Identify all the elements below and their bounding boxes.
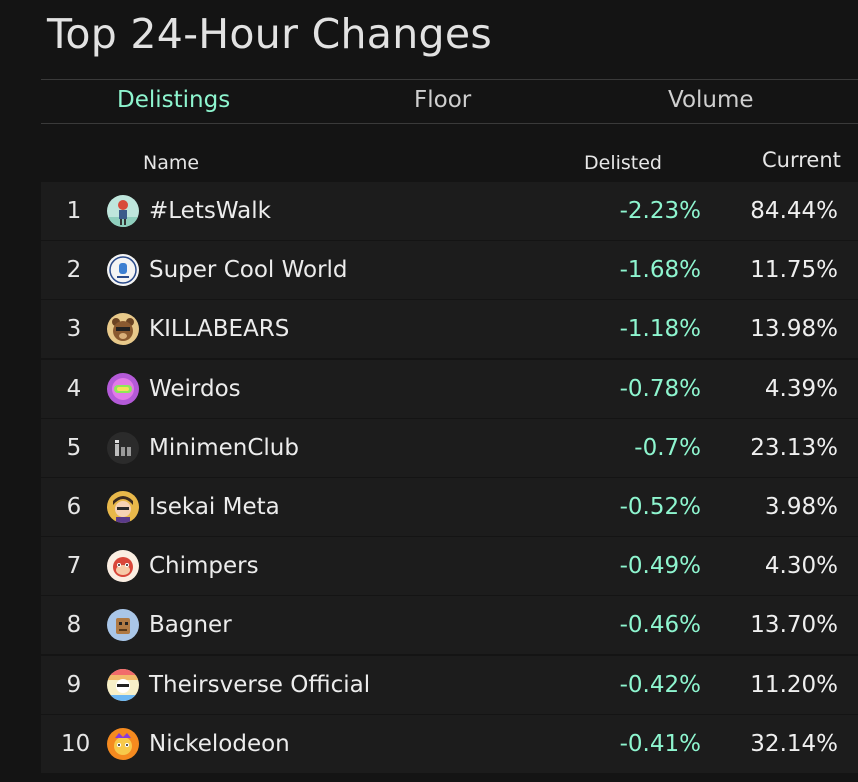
minimenclub-avatar-icon [107,431,139,464]
delisted-change: -0.49% [619,553,701,580]
tab-bar: Delistings Floor Volume [41,79,858,124]
delisted-change: -0.42% [619,671,701,698]
current-value: 3.98% [764,493,838,520]
tab-floor[interactable]: Floor [414,87,472,113]
table-row[interactable]: 8 Bagner -0.46% 13.70% [41,596,858,655]
delisted-change: -0.46% [619,612,701,639]
changes-table: 1 #LetsWalk -2.23% 84.44% 2 Super Cool W… [41,182,858,774]
current-value: 13.70% [750,612,838,639]
table-row[interactable]: 4 Weirdos -0.78% 4.39% [41,359,858,418]
weirdos-avatar-icon [107,372,139,405]
delisted-change: -0.41% [619,730,701,757]
collection-name[interactable]: KILLABEARS [149,316,290,343]
delisted-change: -0.52% [619,493,701,520]
delisted-change: -1.18% [619,316,701,343]
column-header-name[interactable]: Name [143,152,200,174]
row-rank: 1 [66,198,82,224]
super-cool-world-avatar-icon [107,254,139,287]
row-rank: 10 [61,730,91,757]
tab-delistings[interactable]: Delistings [117,87,231,113]
current-value: 11.75% [750,257,838,284]
tab-volume[interactable]: Volume [668,87,754,113]
collection-name[interactable]: Super Cool World [149,257,348,284]
row-rank: 5 [66,434,82,461]
row-rank: 3 [66,316,82,343]
current-value: 11.20% [750,671,838,698]
current-value: 4.39% [764,375,838,402]
column-header-current[interactable]: Current [762,148,841,172]
table-row[interactable]: 6 Isekai Meta -0.52% 3.98% [41,477,858,536]
current-value: 13.98% [750,316,838,343]
nickelodeon-avatar-icon [107,727,139,760]
column-header-delisted[interactable]: Delisted [584,152,662,174]
collection-name[interactable]: MinimenClub [149,434,299,461]
table-row[interactable]: 10 Nickelodeon -0.41% 32.14% [41,714,858,773]
row-rank: 6 [66,493,82,520]
collection-name[interactable]: #LetsWalk [149,198,271,224]
collection-name[interactable]: Bagner [149,612,232,639]
isekai-meta-avatar-icon [107,490,139,523]
table-row[interactable]: 5 MinimenClub -0.7% 23.13% [41,418,858,477]
delisted-change: -0.7% [634,434,701,461]
delisted-change: -0.78% [619,375,701,402]
row-rank: 8 [66,612,82,639]
delisted-change: -1.68% [619,257,701,284]
letswalk-avatar-icon [107,195,139,227]
row-rank: 7 [66,553,82,580]
collection-name[interactable]: Isekai Meta [149,493,280,520]
collection-name[interactable]: Theirsverse Official [149,671,371,698]
current-value: 84.44% [750,198,838,224]
current-value: 4.30% [764,553,838,580]
collection-name[interactable]: Nickelodeon [149,730,290,757]
table-row[interactable]: 7 Chimpers -0.49% 4.30% [41,537,858,596]
table-row[interactable]: 3 KILLABEARS -1.18% 13.98% [41,300,858,359]
table-row[interactable]: 1 #LetsWalk -2.23% 84.44% [41,182,858,240]
bagner-avatar-icon [107,609,139,642]
current-value: 23.13% [750,434,838,461]
page-title: Top 24-Hour Changes [47,10,493,58]
row-rank: 9 [66,671,82,698]
current-value: 32.14% [750,730,838,757]
chimpers-avatar-icon [107,550,139,583]
collection-name[interactable]: Chimpers [149,553,259,580]
collection-name[interactable]: Weirdos [149,375,241,402]
killabears-avatar-icon [107,313,139,346]
table-row[interactable]: 9 Theirsverse Official -0.42% 11.20% [41,655,858,714]
table-row[interactable]: 2 Super Cool World -1.68% 11.75% [41,241,858,300]
row-rank: 2 [66,257,82,284]
row-rank: 4 [66,375,82,402]
theirsverse-avatar-icon [107,668,139,701]
delisted-change: -2.23% [619,198,701,224]
